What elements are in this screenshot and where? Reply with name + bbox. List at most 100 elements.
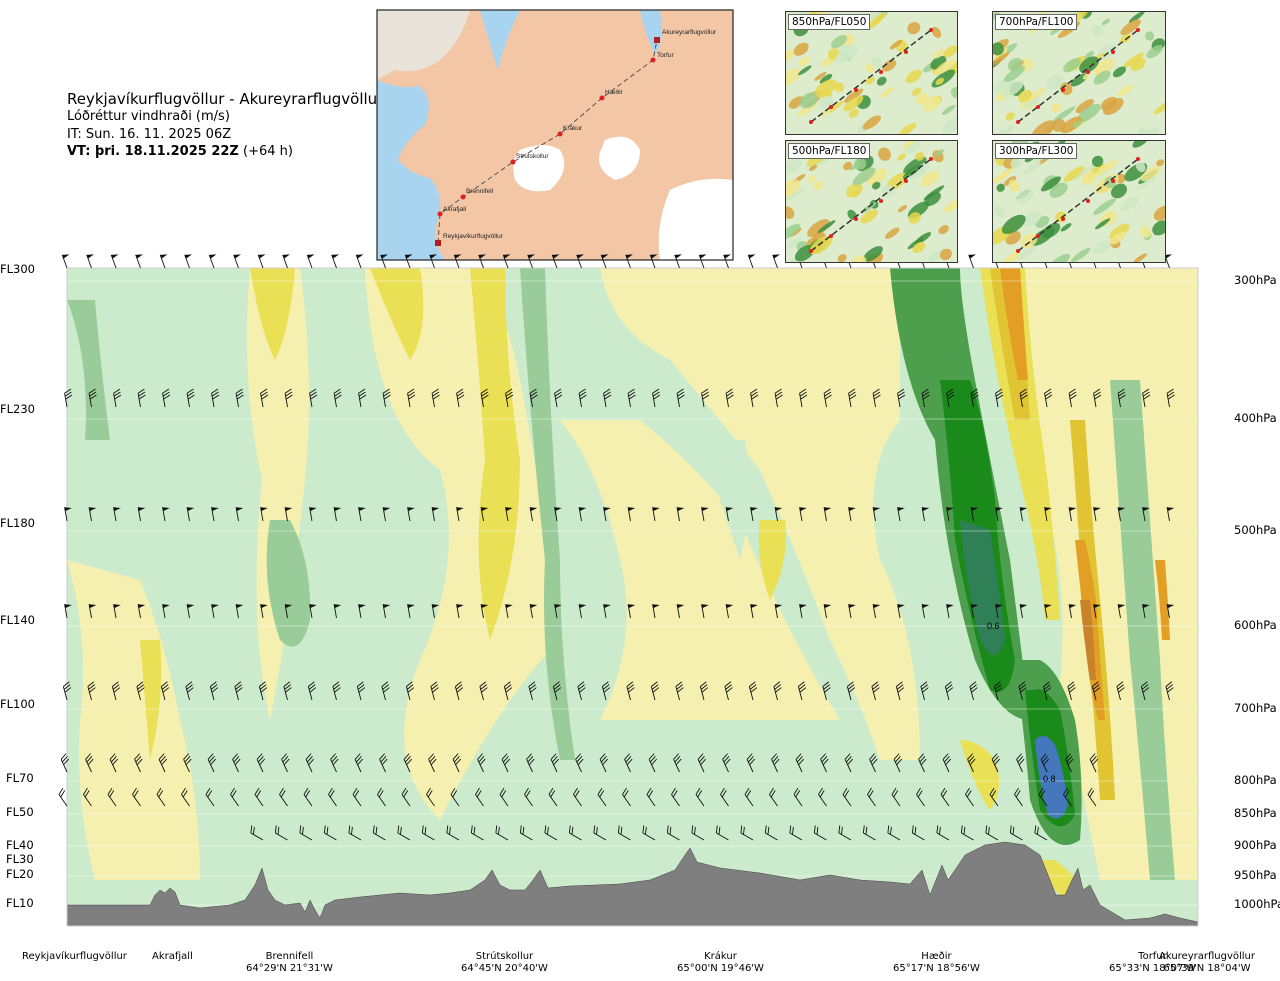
wind-barb: [1166, 507, 1175, 522]
wind-barb: [453, 254, 462, 269]
wind-barb: [1093, 388, 1102, 408]
wind-barb: [774, 388, 783, 408]
wind-barb: [58, 787, 68, 807]
wind-barb: [1087, 787, 1097, 807]
wind-barb: [62, 681, 72, 701]
field-contour-pos-light: [67, 560, 200, 880]
wind-barb: [1142, 388, 1151, 408]
wind-barb: [450, 787, 460, 807]
wind-barb: [674, 254, 682, 269]
waypoint-biar: Akureyrarflugvöllur 65°39'N 18°04'W: [1159, 951, 1255, 975]
wind-barb: [1117, 604, 1126, 619]
map-sea-west: [377, 80, 445, 260]
wind-barb: [430, 681, 439, 701]
wind-barb: [495, 825, 509, 841]
wind-barb: [887, 825, 901, 841]
wind-barb: [691, 825, 705, 841]
wind-barb: [995, 604, 1003, 619]
wind-barb: [627, 388, 636, 408]
wind-barb: [895, 681, 905, 701]
wind-barb: [64, 604, 72, 619]
wind-barb: [844, 753, 854, 773]
inset-panel-700: 700hPa/FL100: [992, 11, 1166, 135]
map-marker-bikf: [435, 240, 441, 246]
wind-barb: [134, 753, 143, 773]
cross-section-plot: [67, 268, 1198, 926]
wind-barb: [401, 787, 411, 807]
wind-barb: [358, 507, 366, 522]
wind-barb: [599, 753, 609, 773]
wind-barb: [724, 681, 733, 701]
wind-barb: [232, 753, 241, 773]
wind-barb: [431, 604, 440, 619]
annotation-0.8: 0.8: [1043, 774, 1056, 784]
wind-barb: [211, 507, 219, 522]
wind-barb: [725, 388, 734, 408]
wind-barb: [358, 604, 366, 619]
waypoint-haedir-coord: 65°17'N 18°56'W: [893, 963, 980, 974]
wind-barb: [1019, 388, 1028, 408]
wind-barb: [526, 753, 535, 773]
wind-barb: [991, 753, 1001, 773]
wind-barb: [1068, 388, 1077, 408]
wind-barb: [1089, 753, 1099, 773]
plot-frame: [66, 267, 1199, 927]
wind-barb: [872, 604, 881, 619]
wind-barb: [348, 825, 362, 841]
hpa-label-500: 500hPa: [1234, 523, 1277, 537]
wind-barb: [1142, 507, 1150, 522]
wind-barb: [1116, 681, 1125, 701]
wind-barb: [1166, 604, 1175, 619]
wind-barb: [1042, 681, 1052, 701]
wind-barb: [470, 825, 484, 841]
fl-label-50: FL50: [6, 805, 34, 819]
wind-barb: [331, 254, 339, 269]
wind-barb: [233, 254, 241, 269]
field-contour-pos-light: [600, 268, 920, 760]
wind-barb: [381, 681, 390, 701]
inset-panel-850-field: [786, 12, 957, 134]
wind-barb: [701, 507, 709, 522]
valid-time-offset: (+64 h): [238, 144, 293, 159]
wind-barb: [528, 681, 537, 701]
wind-barb: [1068, 604, 1077, 619]
wind-barb: [380, 254, 388, 269]
wind-barb: [502, 254, 511, 269]
wind-barb: [995, 507, 1003, 522]
wind-barb: [551, 254, 560, 269]
wind-barb: [1117, 388, 1126, 408]
wind-barb: [446, 825, 460, 841]
wind-barb: [235, 388, 244, 408]
wind-barb: [795, 753, 805, 773]
wind-barb: [642, 825, 656, 841]
wind-barb: [186, 507, 195, 522]
wind-barb: [818, 787, 827, 807]
wind-barb: [627, 604, 636, 619]
wind-barb: [1166, 388, 1175, 408]
wind-barb: [548, 787, 558, 807]
wind-barb: [989, 787, 999, 807]
wind-barb: [328, 787, 337, 807]
wind-barb: [774, 604, 783, 619]
map-glacier-langjokull: [513, 145, 565, 192]
wind-barb: [603, 507, 611, 522]
wind-barb: [88, 388, 97, 408]
wind-barb: [111, 681, 121, 701]
wind-barb: [333, 388, 342, 408]
wind-barb: [695, 787, 705, 807]
map-label-torfur: Torfur: [657, 52, 674, 59]
map-marker-krakur: [557, 131, 563, 137]
wind-barb: [725, 507, 734, 522]
wind-barb: [503, 681, 513, 701]
wind-barb: [993, 681, 1003, 701]
wind-barb: [799, 507, 807, 522]
waypoint-bikf: Reykjavíkurflugvöllur: [22, 951, 127, 963]
wind-barb: [250, 825, 264, 841]
wind-barb: [554, 388, 563, 408]
wind-barb: [789, 825, 803, 841]
wind-barb: [332, 681, 341, 701]
wind-barb: [793, 787, 803, 807]
wind-barb: [282, 254, 290, 269]
wind-barb: [676, 388, 685, 408]
wind-barb: [306, 254, 315, 269]
